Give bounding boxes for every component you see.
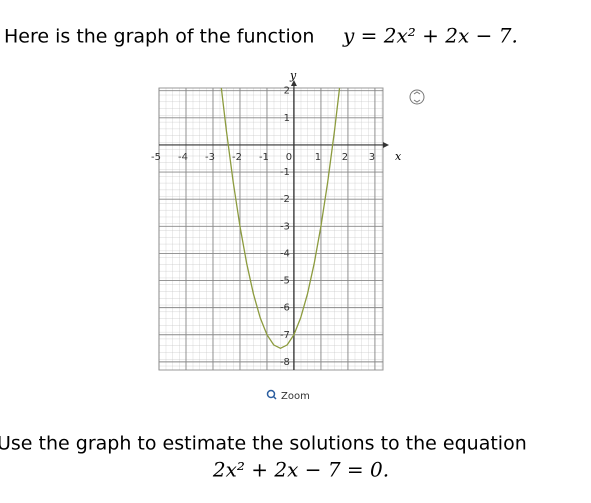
y-tick-label: -1: [280, 167, 290, 178]
x-tick-label: -2: [232, 152, 242, 163]
y-axis-arrow: [290, 80, 297, 86]
zoom-button[interactable]: Zoom: [266, 389, 310, 403]
x-tick-label: 1: [315, 152, 321, 163]
x-tick-label: 0: [286, 152, 292, 163]
question-equation: y = 2x² + 2x − 7.: [342, 24, 518, 48]
plot-area: [158, 87, 384, 371]
y-tick-label: -3: [280, 221, 290, 232]
x-tick-label: -5: [151, 152, 161, 163]
zoom-label[interactable]: Zoom: [281, 391, 310, 402]
y-axis-label: y: [289, 69, 297, 82]
question-text: Here is the graph of the function: [4, 26, 314, 48]
x-tick-label: 3: [369, 152, 375, 163]
y-tick-label: 2: [284, 86, 290, 97]
y-tick-label: 1: [284, 113, 290, 124]
fullscreen-icon[interactable]: [409, 89, 425, 105]
prompt-equation: 2x² + 2x − 7 = 0.: [212, 458, 389, 482]
x-axis-arrow: [383, 141, 389, 148]
x-tick-label: -1: [259, 152, 269, 163]
x-tick-label: -3: [205, 152, 215, 163]
x-axis-label: x: [395, 150, 402, 163]
y-tick-label: -8: [280, 357, 290, 368]
x-tick-label: 2: [342, 152, 348, 163]
y-tick-label: -4: [280, 248, 290, 259]
x-tick-label: -4: [178, 152, 188, 163]
curve: [220, 88, 341, 350]
prompt-text: Use the graph to estimate the solutions …: [0, 433, 527, 455]
y-tick-label: -7: [280, 330, 290, 341]
y-tick-label: -6: [280, 303, 290, 314]
y-tick-label: -2: [280, 194, 290, 205]
y-tick-label: -5: [280, 276, 290, 287]
